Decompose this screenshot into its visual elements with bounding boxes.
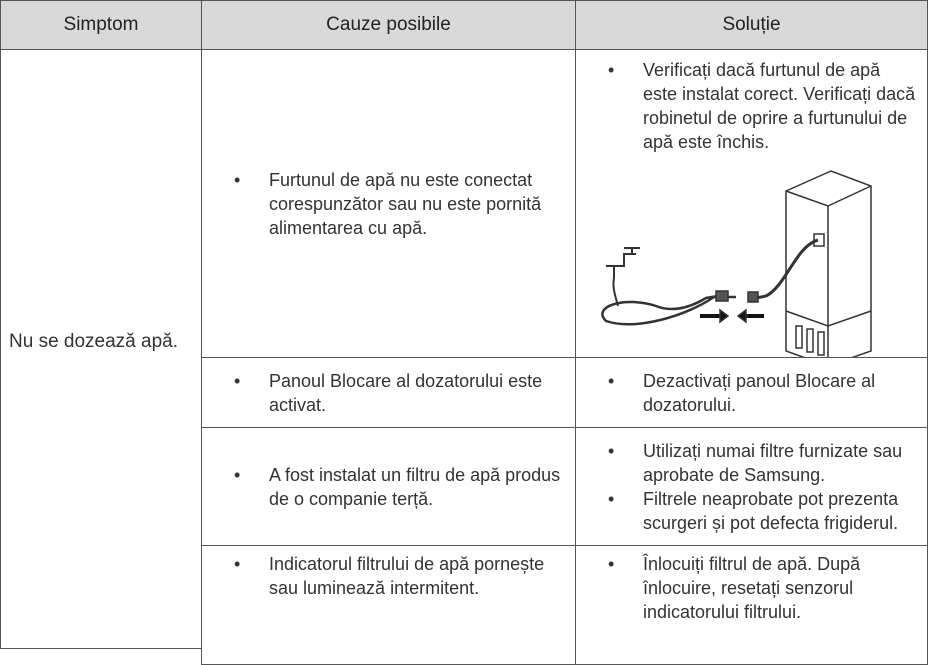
symptom-cell: Nu se dozează apă. (0, 49, 202, 649)
bullet-text: Indicatorul filtrului de apă pornește sa… (234, 552, 565, 600)
bullet-text: Filtrele neaprobate pot prezenta scurger… (608, 487, 917, 535)
solution-cell: Verificați dacă furtunul de apă este ins… (575, 49, 928, 358)
solution-cell: Dezactivați panoul Blocare al dozatorulu… (575, 357, 928, 428)
bullet-text: Furtunul de apă nu este conectat corespu… (234, 168, 565, 240)
cause-cell: Panoul Blocare al dozatorului este activ… (201, 357, 576, 428)
bullet-text: A fost instalat un filtru de apă produs … (234, 463, 565, 511)
bullet-text: Dezactivați panoul Blocare al dozatorulu… (608, 369, 917, 417)
header-cell: Cauze posibile (201, 0, 576, 50)
cause-cell: Indicatorul filtrului de apă pornește sa… (201, 545, 576, 665)
page: Simptom Cauze posibile Soluție Nu se doz… (0, 0, 928, 629)
bullet-text: Înlocuiți filtrul de apă. După înlocuire… (608, 552, 917, 624)
bullet-text: Utilizați numai filtre furnizate sau apr… (608, 439, 917, 487)
solution-cell: Înlocuiți filtrul de apă. După înlocuire… (575, 545, 928, 665)
solution-cell: Utilizați numai filtre furnizate sau apr… (575, 427, 928, 546)
cause-cell: Furtunul de apă nu este conectat corespu… (201, 49, 576, 358)
symptom-text: Nu se dozează apă. (9, 331, 179, 352)
bullet-text: Panoul Blocare al dozatorului este activ… (234, 369, 565, 417)
header-text: Soluție (722, 14, 781, 35)
cause-cell: A fost instalat un filtru de apă produs … (201, 427, 576, 546)
hose-illustration (601, 170, 872, 357)
header-text: Simptom (63, 14, 139, 35)
header-cell: Simptom (0, 0, 202, 50)
bullet-text: Verificați dacă furtunul de apă este ins… (608, 58, 917, 154)
header-text: Cauze posibile (326, 14, 451, 35)
header-cell: Soluție (575, 0, 928, 50)
